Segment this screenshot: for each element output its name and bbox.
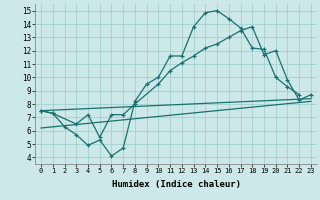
- X-axis label: Humidex (Indice chaleur): Humidex (Indice chaleur): [111, 180, 241, 189]
